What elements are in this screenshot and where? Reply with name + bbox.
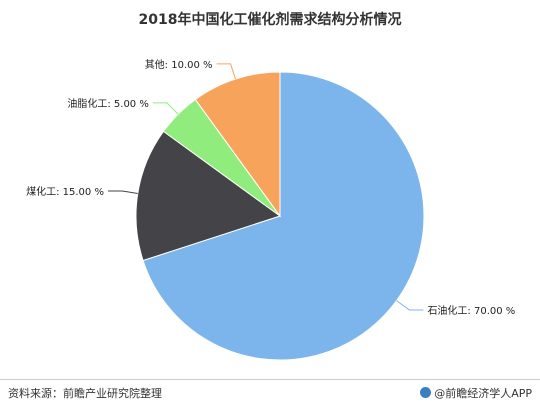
source-note: 资料来源：前瞻产业研究院整理 (8, 386, 162, 400)
pie-slice (135, 130, 282, 262)
pie-slice-label: 煤化工: 15.00 % (26, 185, 104, 198)
pie-labels: 石油化工: 70.00 % 煤化工: 15.00 % 油脂化工: 5.00 % 其他:… (26, 58, 515, 317)
footer: 资料来源：前瞻产业研究院整理 @前瞻经济学人APP (0, 379, 540, 405)
pie-leader-line (216, 63, 236, 80)
pie-slice-label: 其他: 10.00 % (145, 58, 213, 71)
pie-slice-label: 石油化工: 70.00 % (427, 304, 515, 317)
brand-logo-icon (420, 387, 432, 398)
pie-leader-line (152, 102, 179, 115)
pie-slice-label: 油脂化工: 5.00 % (67, 97, 149, 110)
pie-slice (194, 71, 281, 218)
brand: @前瞻经济学人APP (420, 385, 532, 401)
pie-chart: 2018年中国化工催化剂需求结构分析情况 石油化工: 70.00 % 煤化工: 1… (26, 11, 515, 361)
brand-text: @前瞻经济学人APP (434, 386, 532, 400)
pie-leader-line (107, 190, 138, 194)
pie-leader-line (396, 300, 424, 311)
pie-slices (135, 71, 425, 361)
chart-title: 2018年中国化工催化剂需求结构分析情况 (139, 11, 402, 28)
